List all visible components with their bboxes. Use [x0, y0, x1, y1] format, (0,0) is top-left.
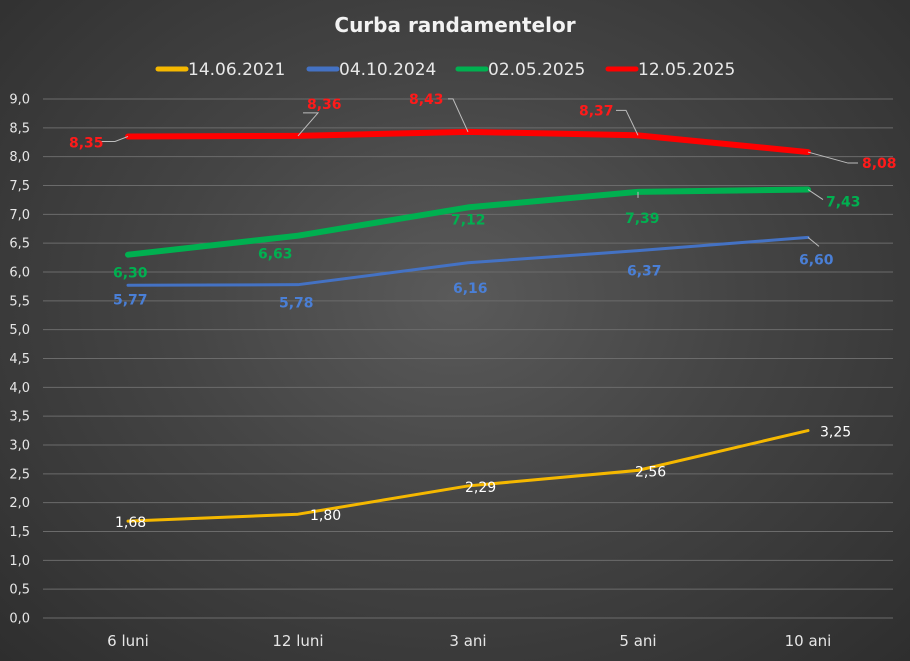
- data-label-02-05-2025: 7,43: [826, 195, 861, 211]
- data-label-02-05-2025: 6,63: [258, 247, 293, 263]
- series-line-14-06-2021: [126, 429, 810, 523]
- label-leader-line: [807, 151, 858, 164]
- y-tick-label: 1,5: [9, 525, 30, 540]
- gridlines: [43, 98, 893, 619]
- legend-label: 12.05.2025: [638, 60, 735, 80]
- y-tick-label: 3,0: [9, 439, 30, 454]
- x-category-label: 12 luni: [272, 632, 323, 650]
- y-tick-label: 4,0: [9, 381, 30, 396]
- data-label-14-06-2021: 2,29: [465, 480, 496, 496]
- x-axis-categories: 6 luni 12 luni 3 ani 5 ani 10 ani: [107, 632, 831, 650]
- data-label-04-10-2024: 5,77: [113, 292, 148, 308]
- legend-item-02-05-2025: 02.05.2025: [455, 60, 585, 80]
- y-tick-label: 7,5: [9, 179, 30, 194]
- legend: 14.06.2021 04.10.2024 02.05.2025 12.05.2025: [155, 60, 735, 80]
- y-tick-label: 0,0: [9, 612, 30, 627]
- series-lines: [125, 128, 811, 523]
- label-leader-line: [807, 189, 824, 200]
- y-tick-label: 7,0: [9, 208, 30, 223]
- x-category-label: 5 ani: [619, 632, 656, 650]
- label-leader-line: [297, 112, 320, 137]
- y-tick-label: 8,5: [9, 121, 30, 136]
- y-tick-label: 0,5: [9, 583, 30, 598]
- chart-title: Curba randamentelor: [334, 13, 575, 37]
- y-tick-label: 6,5: [9, 237, 30, 252]
- y-tick-label: 3,5: [9, 410, 30, 425]
- data-label-04-10-2024: 6,16: [453, 281, 488, 297]
- y-tick-label: 2,0: [9, 496, 30, 511]
- label-leader-line: [807, 237, 820, 247]
- legend-label: 04.10.2024: [339, 60, 436, 80]
- legend-label: 14.06.2021: [188, 60, 285, 80]
- data-label-14-06-2021: 3,25: [820, 425, 851, 441]
- y-tick-label: 5,0: [9, 323, 30, 338]
- y-tick-label: 1,0: [9, 554, 30, 569]
- data-labels: 1,68 1,80 2,29 2,56 3,25 5,77 5,78 6,16 6,37 6,60…: [69, 92, 897, 531]
- x-category-label: 6 luni: [107, 632, 149, 650]
- y-tick-label: 8,0: [9, 150, 30, 165]
- y-tick-label: 4,5: [9, 352, 30, 367]
- series-line-02-05-2025: [125, 186, 811, 258]
- label-leader-line: [100, 136, 129, 142]
- series-line-12-05-2025: [125, 128, 811, 156]
- data-label-12-05-2025: 8,36: [307, 97, 342, 113]
- y-tick-label: 6,0: [9, 266, 30, 281]
- data-label-02-05-2025: 7,12: [451, 212, 486, 228]
- x-category-label: 3 ani: [449, 632, 486, 650]
- legend-item-04-10-2024: 04.10.2024: [306, 60, 436, 80]
- data-label-14-06-2021: 1,80: [310, 508, 341, 524]
- data-label-02-05-2025: 6,30: [113, 266, 148, 282]
- label-leader-line: [448, 98, 469, 133]
- data-label-14-06-2021: 1,68: [115, 515, 146, 531]
- legend-item-12-05-2025: 12.05.2025: [605, 60, 735, 80]
- legend-label: 02.05.2025: [488, 60, 585, 80]
- data-label-12-05-2025: 8,35: [69, 135, 104, 151]
- data-label-12-05-2025: 8,08: [862, 156, 897, 172]
- data-label-04-10-2024: 6,60: [799, 252, 834, 268]
- data-label-14-06-2021: 2,56: [635, 464, 666, 480]
- data-label-12-05-2025: 8,43: [409, 92, 444, 108]
- data-label-02-05-2025: 7,39: [625, 211, 660, 227]
- legend-item-14-06-2021: 14.06.2021: [155, 60, 285, 80]
- data-label-12-05-2025: 8,37: [579, 103, 614, 119]
- x-category-label: 10 ani: [785, 632, 832, 650]
- data-label-04-10-2024: 5,78: [279, 296, 314, 312]
- y-tick-label: 5,5: [9, 294, 30, 309]
- y-tick-label: 9,0: [9, 93, 30, 108]
- data-label-04-10-2024: 6,37: [627, 264, 662, 280]
- series-line-04-10-2024: [126, 235, 810, 287]
- y-tick-label: 2,5: [9, 467, 30, 482]
- label-leader-line: [616, 109, 639, 136]
- y-axis-ticks: 0,0 0,5 1,0 1,5 2,0 2,5 3,0 3,5 4,0 4,5 5,0 5,5 6,0 6…: [9, 93, 30, 627]
